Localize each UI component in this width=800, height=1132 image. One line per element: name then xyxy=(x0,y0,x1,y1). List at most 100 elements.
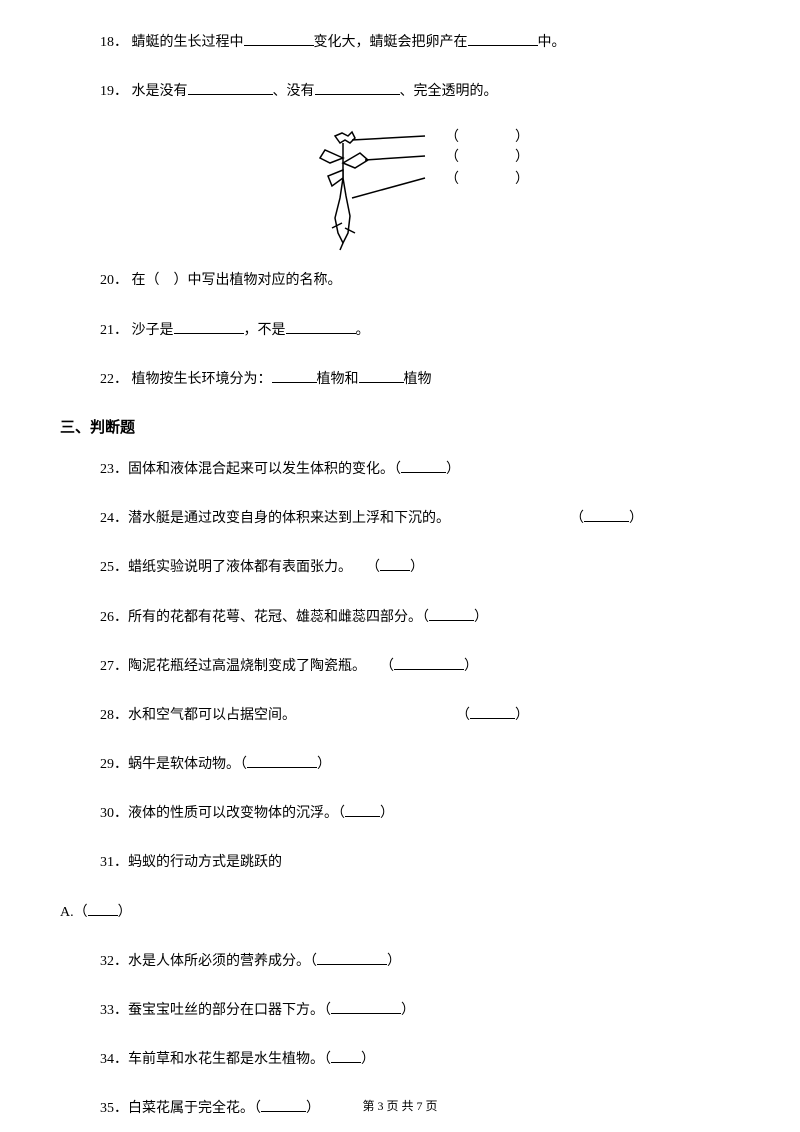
question-33: 33．蚕宝宝吐丝的部分在口器下方。（ ） xyxy=(60,998,740,1023)
blank xyxy=(470,703,515,719)
section-title-judgment: 三、判断题 xyxy=(60,416,740,437)
q-text: 车前草和水花生都是水生植物。 xyxy=(128,1052,324,1067)
q-num: 33． xyxy=(100,1003,128,1018)
q-num: 28． xyxy=(100,708,128,723)
question-27: 27．陶泥花瓶经过高温烧制变成了陶瓷瓶。 （ ） xyxy=(60,654,740,679)
q-num: 20． xyxy=(100,273,128,288)
paren: （ xyxy=(387,659,394,674)
q-text: 植物和 xyxy=(317,372,359,387)
q-text: 蚕宝宝吐丝的部分在口器下方。 xyxy=(128,1003,324,1018)
blank xyxy=(584,506,629,522)
q-num: 23． xyxy=(100,462,128,477)
q-num: 21． xyxy=(100,323,128,338)
blank xyxy=(359,367,404,383)
q-text: 蜗牛是软体动物。 xyxy=(128,757,240,772)
q-text: 所有的花都有花萼、花冠、雄蕊和雌蕊四部分。 xyxy=(128,610,422,625)
q-text: 水和空气都可以占据空间。 xyxy=(128,708,296,723)
blank xyxy=(394,654,464,670)
question-22: 22． 植物按生长环境分为： 植物和 植物 xyxy=(60,367,740,392)
paren: （ xyxy=(570,511,584,526)
blank xyxy=(244,30,314,46)
question-29: 29．蜗牛是软体动物。（ ） xyxy=(60,752,740,777)
q-text: 植物 xyxy=(404,372,432,387)
question-23: 23．固体和液体混合起来可以发生体积的变化。（ ） xyxy=(60,457,740,482)
question-24: 24．潜水艇是通过改变自身的体积来达到上浮和下沉的。 （ ） xyxy=(60,506,740,531)
blank xyxy=(286,318,356,334)
paren: ） xyxy=(380,806,394,821)
q-num: 31． xyxy=(100,855,128,870)
paren: （ xyxy=(373,560,380,575)
blank xyxy=(317,949,387,965)
paren: ） xyxy=(410,560,424,575)
paren: （ xyxy=(338,806,345,821)
paren: ） xyxy=(629,511,643,526)
q-text: 固体和液体混合起来可以发生体积的变化。 xyxy=(128,462,394,477)
q-num: 30． xyxy=(100,806,128,821)
q-text: 液体的性质可以改变物体的沉浮。 xyxy=(128,806,338,821)
q-text: 植物按生长环境分为： xyxy=(132,372,272,387)
q-text: 在（ ）中写出植物对应的名称。 xyxy=(132,273,342,288)
paren: （ xyxy=(394,462,401,477)
q-text: 水是人体所必须的营养成分。 xyxy=(128,954,310,969)
question-21: 21． 沙子是，不是。 xyxy=(60,318,740,343)
q-text: 蚂蚁的行动方式是跳跃的 xyxy=(128,855,282,870)
paren: ） xyxy=(446,462,460,477)
plant-image-area: （ ） （ ） （ ） xyxy=(280,128,620,258)
paren: ） xyxy=(361,1052,375,1067)
paren: （ xyxy=(74,905,88,920)
blank xyxy=(174,318,244,334)
question-25: 25．蜡纸实验说明了液体都有表面张力。 （） xyxy=(60,555,740,580)
q-text: 中。 xyxy=(538,35,566,50)
q-num: 32． xyxy=(100,954,128,969)
paren: （ xyxy=(456,708,470,723)
question-31: 31．蚂蚁的行动方式是跳跃的 xyxy=(60,850,740,875)
question-28: 28．水和空气都可以占据空间。 （ ） xyxy=(60,703,740,728)
q-num: 29． xyxy=(100,757,128,772)
blank xyxy=(315,79,400,95)
paren: ） xyxy=(474,610,488,625)
blank xyxy=(345,801,380,817)
question-26: 26．所有的花都有花萼、花冠、雄蕊和雌蕊四部分。（ ） xyxy=(60,605,740,630)
q-text: 陶泥花瓶经过高温烧制变成了陶瓷瓶。 xyxy=(128,659,359,674)
question-19: 19． 水是没有、没有、完全透明的。 xyxy=(60,79,740,104)
q-num: 22． xyxy=(100,372,128,387)
option-label: A. xyxy=(60,905,74,920)
blank xyxy=(429,605,474,621)
q-text: 潜水艇是通过改变自身的体积来达到上浮和下沉的。 xyxy=(128,511,450,526)
q-text: ，不是 xyxy=(244,323,286,338)
blank xyxy=(401,457,446,473)
q-text: 水是没有 xyxy=(132,84,188,99)
blank xyxy=(188,79,273,95)
question-32: 32．水是人体所必须的营养成分。（ ） xyxy=(60,949,740,974)
paren: ） xyxy=(387,954,401,969)
paren: ） xyxy=(464,659,478,674)
blank xyxy=(380,555,410,571)
plant-label-2: （ ） xyxy=(445,146,529,166)
q-num: 25． xyxy=(100,560,128,575)
plant-label-3: （ ） xyxy=(445,168,529,188)
question-34: 34．车前草和水花生都是水生植物。（） xyxy=(60,1047,740,1072)
paren: （ xyxy=(422,610,429,625)
question-30: 30．液体的性质可以改变物体的沉浮。（ ） xyxy=(60,801,740,826)
question-20: 20． 在（ ）中写出植物对应的名称。 xyxy=(60,268,740,293)
option-a: A.（） xyxy=(60,900,740,925)
paren: （ xyxy=(324,1052,331,1067)
paren: （ xyxy=(310,954,317,969)
question-18: 18． 蜻蜓的生长过程中变化大，蜻蜓会把卵产在中。 xyxy=(60,30,740,55)
q-num: 24． xyxy=(100,511,128,526)
plant-label-1: （ ） xyxy=(445,126,529,146)
q-text: 。 xyxy=(356,323,370,338)
q-text: 、没有 xyxy=(273,84,315,99)
paren: ） xyxy=(317,757,331,772)
q-num: 26． xyxy=(100,610,128,625)
blank xyxy=(468,30,538,46)
paren: ） xyxy=(401,1003,415,1018)
plant-diagram xyxy=(280,128,430,258)
paren: （ xyxy=(324,1003,331,1018)
paren: （ xyxy=(240,757,247,772)
q-num: 27． xyxy=(100,659,128,674)
blank xyxy=(331,1047,361,1063)
q-num: 19． xyxy=(100,84,128,99)
paren: ） xyxy=(515,708,529,723)
page-footer: 第 3 页 共 7 页 xyxy=(0,1097,800,1114)
